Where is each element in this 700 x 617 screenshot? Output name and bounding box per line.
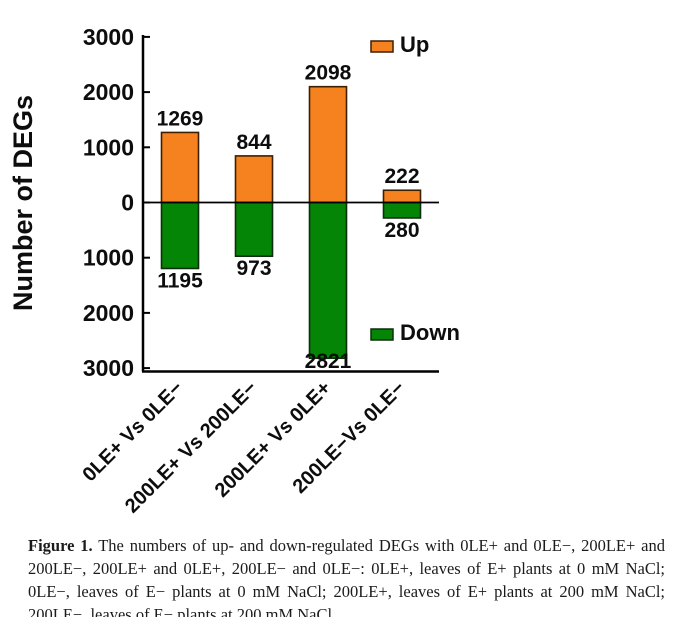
y-axis-title: Number of DEGs (8, 95, 38, 311)
y-tick-label-2: 1000 (83, 134, 134, 160)
value-label-up-0: 1269 (157, 107, 204, 130)
value-label-up-3: 222 (384, 165, 419, 188)
legend-swatch-up (370, 40, 394, 53)
value-label-down-1: 973 (236, 257, 271, 280)
figure-caption-label: Figure 1. (28, 536, 93, 555)
y-tick-label-4: 1000 (83, 245, 134, 271)
value-label-down-0: 1195 (157, 269, 203, 292)
bar-down-0 (160, 201, 200, 270)
figure-caption: Figure 1. The numbers of up- and down-re… (28, 534, 665, 617)
figure-caption-text: The numbers of up- and down-regulated DE… (28, 536, 665, 617)
bar-down-3 (382, 201, 422, 219)
bar-up-2 (308, 85, 348, 204)
deg-bar-chart: 1269 1195 844 973 2098 2821 222 280 3000 2000 1000… (8, 24, 460, 518)
y-tick-label-5: 2000 (83, 300, 134, 326)
bar-down-2 (308, 201, 348, 360)
bar-up-1 (234, 155, 274, 204)
legend-label-up: Up (400, 32, 429, 57)
legend-swatch-down (370, 328, 394, 341)
y-tick-label-0: 3000 (83, 24, 134, 50)
y-tick-label-3: 0 (121, 190, 134, 216)
value-label-down-3: 280 (384, 219, 419, 242)
x-category-label-1: 200LE+ Vs 200LE− (121, 377, 262, 518)
bar-down-1 (234, 201, 274, 258)
value-label-up-1: 844 (236, 131, 271, 154)
value-label-up-2: 2098 (305, 62, 352, 85)
value-label-down-2: 2821 (305, 350, 352, 373)
y-tick-label-6: 3000 (83, 355, 134, 381)
legend-label-down: Down (400, 320, 460, 345)
bar-up-3 (382, 189, 422, 204)
bar-up-0 (160, 131, 200, 204)
y-tick-label-1: 2000 (83, 79, 134, 105)
